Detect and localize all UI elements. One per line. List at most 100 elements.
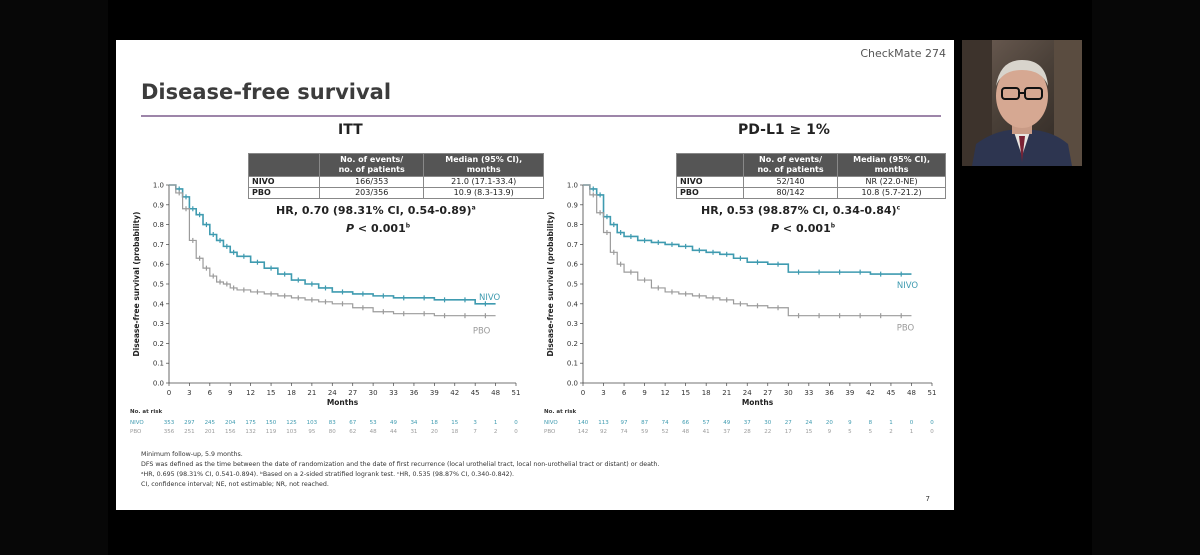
pdl1-risk-cell: 20 xyxy=(826,420,833,426)
title-divider xyxy=(141,115,941,117)
itt-table-row-pbo: PBO 203/356 10.9 (8.3-13.9) xyxy=(248,187,544,199)
right-letterbox xyxy=(1092,0,1200,555)
itt-series-label-nivo: NIVO xyxy=(479,293,501,303)
pdl1-risk-cell: 142 xyxy=(578,429,589,435)
itt-x-tick-label: 51 xyxy=(512,389,521,397)
itt-risk-cell: 150 xyxy=(266,420,277,426)
itt-p-label: P xyxy=(346,222,355,235)
pdl1-x-axis-label: Months xyxy=(742,398,774,407)
itt-risk-cell: 125 xyxy=(286,420,297,426)
itt-y-tick-label: 1.0 xyxy=(153,182,164,190)
pdl1-risk-row-label: PBO xyxy=(544,429,556,435)
pdl1-table-row-nivo: NIVO 52/140 NR (22.0-NE) xyxy=(676,176,946,188)
itt-x-tick-label: 27 xyxy=(348,389,357,397)
pdl1-x-tick-label: 6 xyxy=(622,389,627,397)
pdl1-risk-row-label: NIVO xyxy=(544,420,558,426)
itt-summary-table: No. of events/ no. of patients Median (9… xyxy=(248,153,544,199)
pdl1-summary-table: No. of events/ no. of patients Median (9… xyxy=(676,153,946,199)
pdl1-risk-table-label: No. at risk xyxy=(544,409,577,415)
left-letterbox xyxy=(0,0,108,555)
pdl1-series-pbo xyxy=(583,184,912,317)
footnote-line: Minimum follow-up, 5.9 months. xyxy=(141,451,243,458)
itt-p-text: < 0.001 xyxy=(354,222,406,235)
pdl1-risk-cell: 66 xyxy=(682,420,689,426)
pdl1-risk-cell: 2 xyxy=(889,429,893,435)
pdl1-risk-cell: 1 xyxy=(910,429,914,435)
pdl1-risk-cell: 0 xyxy=(910,420,914,426)
pdl1-y-tick-label: 0.9 xyxy=(567,201,578,209)
itt-x-tick-label: 45 xyxy=(471,389,480,397)
itt-risk-row-label: PBO xyxy=(130,429,142,435)
pdl1-risk-cell: 41 xyxy=(703,429,710,435)
pdl1-x-tick-label: 0 xyxy=(581,389,585,397)
itt-y-tick-label: 0.1 xyxy=(153,360,164,368)
itt-x-tick-label: 39 xyxy=(430,389,439,397)
itt-risk-cell: 53 xyxy=(370,420,377,426)
itt-y-tick-label: 0.4 xyxy=(153,300,165,308)
pdl1-risk-cell: 87 xyxy=(641,420,648,426)
pdl1-x-tick-label: 30 xyxy=(784,389,793,397)
pdl1-x-tick-label: 33 xyxy=(804,389,813,397)
itt-y-tick-label: 0.8 xyxy=(153,221,164,229)
itt-risk-cell: 20 xyxy=(431,429,438,435)
pdl1-p-text: < 0.001 xyxy=(779,222,831,235)
pdl1-risk-cell: 37 xyxy=(723,429,730,435)
pdl1-risk-cell: 30 xyxy=(764,420,771,426)
itt-x-axis-label: Months xyxy=(327,398,359,407)
pdl1-x-tick-label: 36 xyxy=(825,389,834,397)
itt-p-sup: b xyxy=(405,222,411,230)
study-brand: CheckMate 274 xyxy=(860,47,946,60)
itt-risk-cell: 18 xyxy=(451,429,458,435)
slide-title: Disease-free survival xyxy=(141,80,392,104)
pdl1-subtitle: PD-L1 ≥ 1% xyxy=(738,122,830,138)
pdl1-x-tick-label: 51 xyxy=(928,389,937,397)
pdl1-risk-cell: 74 xyxy=(662,420,669,426)
pdl1-y-tick-label: 0.2 xyxy=(567,340,578,348)
pdl1-hr-sup: c xyxy=(896,204,901,212)
itt-risk-cell: 1 xyxy=(494,420,498,426)
pdl1-risk-cell: 48 xyxy=(682,429,689,435)
pdl1-risk-cell: 74 xyxy=(621,429,628,435)
pdl1-x-tick-label: 15 xyxy=(681,389,690,397)
pdl1-x-tick-label: 12 xyxy=(661,389,670,397)
itt-row-median: 10.9 (8.3-13.9) xyxy=(423,187,544,199)
pdl1-risk-cell: 1 xyxy=(889,420,893,426)
pdl1-km-chart: 0.00.10.20.30.40.50.60.70.80.91.00 3 6 9 12 1… xyxy=(544,182,937,436)
itt-risk-cell: 201 xyxy=(205,429,216,435)
footnote-line: CI, confidence interval; NE, not estimab… xyxy=(141,481,329,488)
footnote-line: DFS was defined as the time between the … xyxy=(141,461,660,468)
pdl1-risk-cell: 22 xyxy=(764,429,771,435)
pdl1-risk-cell: 113 xyxy=(598,420,609,426)
itt-risk-cell: 353 xyxy=(164,420,175,426)
pdl1-risk-cell: 57 xyxy=(703,420,710,426)
pdl1-risk-cell: 8 xyxy=(869,420,873,426)
itt-risk-cell: 7 xyxy=(473,429,477,435)
itt-y-tick-label: 0.9 xyxy=(153,201,164,209)
pdl1-risk-cell: 0 xyxy=(930,429,934,435)
pdl1-x-tick-label: 48 xyxy=(907,389,916,397)
itt-risk-cell: 245 xyxy=(205,420,216,426)
pdl1-y-tick-label: 0.8 xyxy=(567,221,578,229)
itt-risk-cell: 156 xyxy=(225,429,236,435)
itt-x-tick-label: 30 xyxy=(369,389,378,397)
pdl1-y-axis-label: Disease-free survival (probability) xyxy=(546,212,555,357)
itt-x-tick-label: 48 xyxy=(491,389,500,397)
pdl1-x-tick-label: 18 xyxy=(702,389,711,397)
itt-subtitle: ITT xyxy=(338,122,363,138)
itt-x-tick-label: 36 xyxy=(409,389,418,397)
pdl1-series-label-nivo: NIVO xyxy=(897,281,919,291)
pdl1-x-tick-label: 24 xyxy=(743,389,752,397)
itt-x-tick-label: 0 xyxy=(167,389,171,397)
pdl1-risk-cell: 97 xyxy=(621,420,628,426)
itt-table-header-median: Median (95% CI), months xyxy=(423,153,544,177)
itt-risk-cell: 356 xyxy=(164,429,175,435)
pdl1-risk-cell: 140 xyxy=(578,420,589,426)
pdl1-p-sup: b xyxy=(830,222,836,230)
itt-x-tick-label: 15 xyxy=(267,389,276,397)
itt-hr-sup: a xyxy=(471,204,476,212)
pdl1-risk-cell: 28 xyxy=(744,429,751,435)
presenter-silhouette xyxy=(962,40,1082,166)
itt-risk-cell: 18 xyxy=(431,420,438,426)
itt-table-header-blank xyxy=(248,153,320,177)
itt-risk-cell: 49 xyxy=(390,420,397,426)
